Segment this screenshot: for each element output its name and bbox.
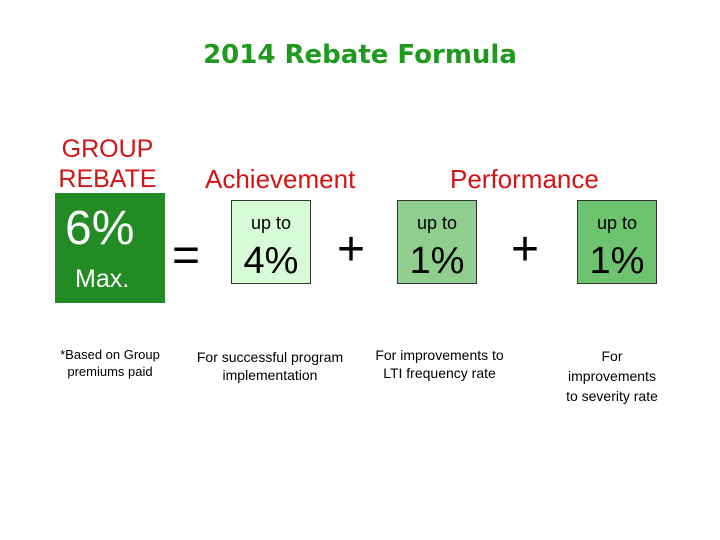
group-rebate-label-line1: GROUP <box>61 135 154 163</box>
performance-heading: Performance <box>450 164 599 194</box>
frequency-note: For improvements to LTI frequency rate <box>362 346 517 382</box>
severity-value: 1% <box>589 240 645 282</box>
group-rebate-box: 6% Max. <box>55 193 165 303</box>
severity-note-line2: improvements <box>568 368 656 384</box>
frequency-note-line1: For improvements to <box>375 347 504 363</box>
group-rebate-value: 6% <box>65 202 135 255</box>
group-footnote-line1: *Based on Group <box>60 347 160 362</box>
severity-note-line1: For <box>601 348 623 364</box>
achievement-note-line2: implementation <box>222 367 318 383</box>
equals-sign: = <box>172 229 201 282</box>
severity-note: For improvements to severity rate <box>552 346 672 406</box>
severity-box: up to 1% <box>577 200 657 284</box>
severity-note-line3: to severity rate <box>566 388 658 404</box>
group-rebate-max: Max. <box>75 265 130 293</box>
plus-sign-1: + <box>337 223 366 276</box>
frequency-up-to: up to <box>416 213 458 233</box>
achievement-value: 4% <box>243 240 299 282</box>
achievement-note-line1: For successful program <box>196 349 344 365</box>
slide-title: 2014 Rebate Formula <box>203 40 517 70</box>
achievement-heading: Achievement <box>205 164 356 194</box>
group-rebate-label-line2: REBATE <box>58 165 157 193</box>
group-footnote: *Based on Group premiums paid <box>40 346 180 380</box>
frequency-note-line2: LTI frequency rate <box>383 365 496 381</box>
frequency-value: 1% <box>409 240 465 282</box>
group-rebate-label: GROUP REBATE <box>40 134 175 194</box>
achievement-box: up to 4% <box>231 200 311 284</box>
group-footnote-line2: premiums paid <box>67 364 153 379</box>
achievement-up-to: up to <box>250 213 292 233</box>
achievement-note: For successful program implementation <box>180 348 360 384</box>
severity-up-to: up to <box>596 213 638 233</box>
plus-sign-2: + <box>511 223 540 276</box>
frequency-box: up to 1% <box>397 200 477 284</box>
